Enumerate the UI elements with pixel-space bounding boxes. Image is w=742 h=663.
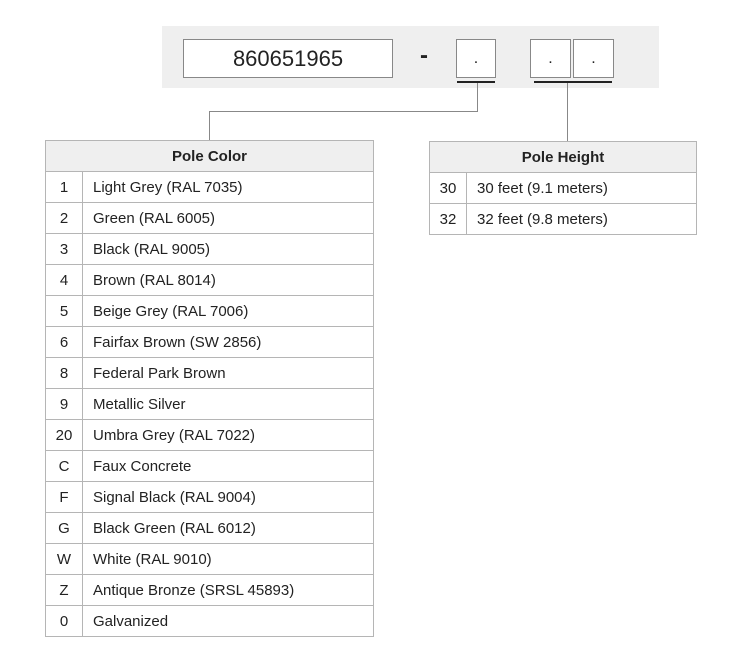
table-row: F Signal Black (RAL 9004) <box>45 481 374 513</box>
option-description: 30 feet (9.1 meters) <box>466 172 697 204</box>
option-description: Federal Park Brown <box>82 357 374 389</box>
table-row: 1 Light Grey (RAL 7035) <box>45 171 374 203</box>
option-code: 8 <box>45 357 83 389</box>
option-code: G <box>45 512 83 544</box>
option-code: 5 <box>45 295 83 327</box>
option-description: Brown (RAL 8014) <box>82 264 374 296</box>
table-row: 3 Black (RAL 9005) <box>45 233 374 265</box>
option-code: 20 <box>45 419 83 451</box>
option-description: Antique Bronze (SRSL 45893) <box>82 574 374 606</box>
table-row: 8 Federal Park Brown <box>45 357 374 389</box>
option-code: 30 <box>429 172 467 204</box>
table-row: 30 30 feet (9.1 meters) <box>429 172 697 204</box>
connector <box>477 83 478 112</box>
table-row: 0 Galvanized <box>45 605 374 637</box>
underline <box>534 81 612 83</box>
option-box: . <box>456 39 496 78</box>
option-description: Black (RAL 9005) <box>82 233 374 265</box>
option-code: 3 <box>45 233 83 265</box>
connector <box>209 111 478 112</box>
connector <box>209 111 210 141</box>
table-row: 9 Metallic Silver <box>45 388 374 420</box>
option-box: . <box>573 39 614 78</box>
pole-color-table: Pole Color 1 Light Grey (RAL 7035) 2 Green (… <box>45 140 374 637</box>
option-code: 0 <box>45 605 83 637</box>
option-description: Faux Concrete <box>82 450 374 482</box>
option-code: W <box>45 543 83 575</box>
option-description: Beige Grey (RAL 7006) <box>82 295 374 327</box>
table-row: Z Antique Bronze (SRSL 45893) <box>45 574 374 606</box>
table-row: 20 Umbra Grey (RAL 7022) <box>45 419 374 451</box>
option-code: 6 <box>45 326 83 358</box>
option-code: 4 <box>45 264 83 296</box>
option-description: Light Grey (RAL 7035) <box>82 171 374 203</box>
header-row: Pole Color <box>45 140 374 172</box>
table-title: Pole Color <box>45 140 374 172</box>
pole-height-table: Pole Height 30 30 feet (9.1 meters) 32 32 fe… <box>429 141 697 235</box>
option-description: Signal Black (RAL 9004) <box>82 481 374 513</box>
option-description: Black Green (RAL 6012) <box>82 512 374 544</box>
option-description: 32 feet (9.8 meters) <box>466 203 697 235</box>
table-row: 6 Fairfax Brown (SW 2856) <box>45 326 374 358</box>
option-description: Umbra Grey (RAL 7022) <box>82 419 374 451</box>
option-description: Green (RAL 6005) <box>82 202 374 234</box>
header-row: Pole Height <box>429 141 697 173</box>
option-code: F <box>45 481 83 513</box>
option-description: Fairfax Brown (SW 2856) <box>82 326 374 358</box>
table-row: W White (RAL 9010) <box>45 543 374 575</box>
part-number: 860651965 <box>183 39 393 78</box>
option-code: 2 <box>45 202 83 234</box>
table-row: G Black Green (RAL 6012) <box>45 512 374 544</box>
table-row: 32 32 feet (9.8 meters) <box>429 203 697 235</box>
table-row: 2 Green (RAL 6005) <box>45 202 374 234</box>
table-row: 4 Brown (RAL 8014) <box>45 264 374 296</box>
option-code: 32 <box>429 203 467 235</box>
table-row: C Faux Concrete <box>45 450 374 482</box>
option-code: C <box>45 450 83 482</box>
separator: - <box>420 42 428 69</box>
option-description: White (RAL 9010) <box>82 543 374 575</box>
option-code: 9 <box>45 388 83 420</box>
option-description: Metallic Silver <box>82 388 374 420</box>
table-title: Pole Height <box>429 141 697 173</box>
connector <box>567 83 568 142</box>
option-code: Z <box>45 574 83 606</box>
option-box: . <box>530 39 571 78</box>
underline <box>457 81 495 83</box>
option-code: 1 <box>45 171 83 203</box>
option-description: Galvanized <box>82 605 374 637</box>
table-row: 5 Beige Grey (RAL 7006) <box>45 295 374 327</box>
